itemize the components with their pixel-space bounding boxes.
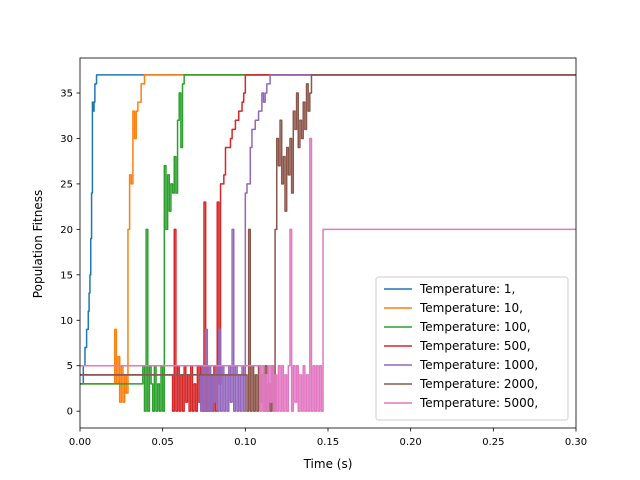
series-line-3 — [80, 74, 576, 412]
legend-entry: Temperature: 1, — [419, 282, 515, 296]
legend-entry: Temperature: 500, — [419, 339, 531, 353]
x-tick-label: 0.05 — [152, 437, 174, 448]
legend-entry: Temperature: 5000, — [419, 396, 538, 410]
x-tick-label: 0.15 — [317, 437, 339, 448]
x-tick-label: 0.00 — [69, 437, 91, 448]
y-tick-label: 0 — [67, 407, 73, 418]
series-line-6 — [80, 74, 576, 412]
x-tick-label: 0.20 — [400, 437, 422, 448]
x-tick-label: 0.10 — [234, 437, 256, 448]
x-axis-label: Time (s) — [303, 457, 353, 471]
legend: Temperature: 1, Temperature: 10, Temperatu… — [375, 276, 569, 421]
legend-box — [375, 276, 569, 421]
legend-entry: Temperature: 10, — [419, 301, 523, 315]
y-tick-label: 35 — [60, 89, 73, 100]
y-tick-label: 20 — [60, 225, 73, 236]
plot-lines — [80, 74, 576, 412]
x-tick-label: 0.30 — [565, 437, 587, 448]
y-tick-label: 25 — [60, 179, 73, 190]
legend-entry: Temperature: 100, — [419, 320, 531, 334]
y-axis-ticks: 0 5 10 15 20 25 30 35 — [60, 89, 80, 418]
series-line-1 — [80, 74, 576, 385]
y-tick-label: 30 — [60, 134, 73, 145]
y-tick-label: 10 — [60, 316, 73, 327]
y-tick-label: 5 — [67, 361, 73, 372]
y-axis-label: Population Fitness — [31, 190, 45, 298]
series-line-7 — [80, 137, 576, 412]
x-tick-label: 0.25 — [482, 437, 504, 448]
legend-entry: Temperature: 2000, — [419, 377, 538, 391]
x-axis-ticks: 0.00 0.05 0.10 0.15 0.20 0.25 0.30 — [69, 428, 587, 448]
y-tick-label: 15 — [60, 270, 73, 281]
legend-entry: Temperature: 1000, — [419, 358, 538, 372]
